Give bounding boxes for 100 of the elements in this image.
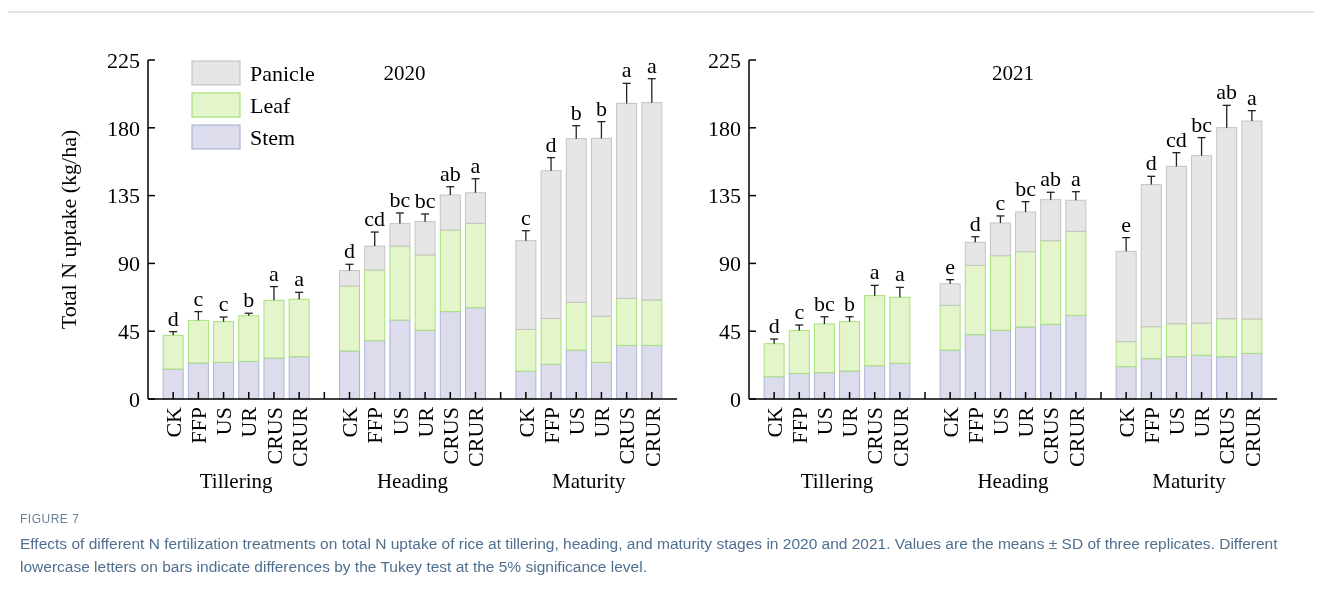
bar bbox=[565, 301, 587, 351]
bar bbox=[1040, 240, 1062, 325]
x-tick-label: CRUS bbox=[261, 407, 287, 465]
bar bbox=[464, 222, 486, 309]
bar bbox=[1065, 230, 1087, 316]
y-tick-label: 135 bbox=[107, 183, 140, 209]
data-label: ab bbox=[1216, 79, 1238, 105]
x-tick-label: CRUR bbox=[639, 406, 665, 467]
data-label: bc bbox=[389, 186, 411, 212]
x-tick-label: US bbox=[211, 407, 237, 436]
data-label: bc bbox=[814, 290, 836, 316]
data-label: e bbox=[945, 253, 956, 279]
bar bbox=[788, 330, 810, 374]
bar bbox=[989, 329, 1011, 400]
data-label: a bbox=[621, 57, 632, 83]
bar bbox=[839, 321, 861, 372]
y-tick-label: 225 bbox=[107, 47, 140, 73]
bar bbox=[565, 138, 587, 303]
bar bbox=[238, 315, 260, 362]
bar bbox=[288, 298, 310, 358]
bar bbox=[1015, 211, 1037, 253]
bar bbox=[414, 221, 436, 256]
data-label: e bbox=[1121, 211, 1132, 237]
x-tick-label: UR bbox=[236, 406, 262, 438]
data-label: b bbox=[595, 95, 607, 121]
x-tick-label: UR bbox=[1189, 406, 1215, 438]
bar bbox=[540, 170, 562, 319]
data-label: bc bbox=[1191, 111, 1213, 137]
data-label: c bbox=[520, 204, 531, 230]
data-label: a bbox=[894, 261, 905, 287]
x-tick-label: UR bbox=[589, 406, 615, 438]
bar bbox=[1140, 358, 1162, 400]
bar bbox=[1165, 356, 1187, 400]
x-tick-label: CRUS bbox=[614, 407, 640, 465]
data-label: a bbox=[1070, 165, 1081, 191]
bar bbox=[339, 285, 361, 352]
bar bbox=[439, 229, 461, 313]
bar bbox=[464, 192, 486, 224]
x-tick-label: CRUS bbox=[862, 407, 888, 465]
text: Tillering bbox=[199, 469, 274, 493]
bar bbox=[1191, 354, 1213, 400]
x-tick-label: CK bbox=[160, 406, 186, 438]
y-tick-label: 0 bbox=[129, 386, 140, 412]
y-tick-label: 45 bbox=[118, 318, 140, 344]
data-label: c bbox=[193, 285, 204, 311]
text: Maturity bbox=[1152, 469, 1227, 493]
data-label: a bbox=[1246, 84, 1257, 110]
bar bbox=[540, 363, 562, 400]
x-tick-label: CRUR bbox=[887, 406, 913, 467]
bar bbox=[439, 311, 461, 400]
bar bbox=[788, 372, 810, 400]
x-tick-label: FFP bbox=[786, 407, 812, 444]
bar bbox=[989, 255, 1011, 331]
y-tick-label: 180 bbox=[107, 115, 140, 141]
bar bbox=[464, 307, 486, 400]
bar bbox=[989, 222, 1011, 257]
bar bbox=[1115, 366, 1137, 400]
x-tick-label: CRUS bbox=[1038, 407, 1064, 465]
bar bbox=[389, 223, 411, 247]
bar bbox=[1115, 341, 1137, 368]
caption: FIGURE 7 bbox=[20, 512, 81, 526]
x-tick-label: UR bbox=[412, 406, 438, 438]
bar bbox=[590, 315, 612, 363]
bar bbox=[1165, 323, 1187, 358]
x-tick-label: CRUR bbox=[463, 406, 489, 467]
bar bbox=[238, 360, 260, 400]
bar bbox=[1015, 326, 1037, 400]
bar bbox=[839, 370, 861, 400]
bar bbox=[414, 329, 436, 400]
text: Heading bbox=[376, 469, 449, 493]
x-tick-label: CRUS bbox=[1214, 407, 1240, 465]
bar bbox=[616, 297, 638, 346]
bar bbox=[263, 299, 285, 359]
bar bbox=[162, 334, 184, 370]
y-tick-label: 0 bbox=[730, 386, 741, 412]
x-tick-label: US bbox=[812, 407, 838, 436]
chart-title: 2020 bbox=[383, 61, 426, 85]
data-label: a bbox=[470, 152, 481, 178]
bar bbox=[964, 334, 986, 400]
bar bbox=[1165, 165, 1187, 325]
bar bbox=[813, 372, 835, 400]
bar bbox=[1040, 323, 1062, 400]
bar bbox=[515, 328, 537, 372]
x-tick-label: CK bbox=[337, 406, 363, 438]
bar bbox=[864, 365, 886, 400]
bar bbox=[590, 361, 612, 400]
bar bbox=[763, 376, 785, 400]
bar bbox=[616, 344, 638, 400]
text: Maturity bbox=[552, 469, 627, 493]
bar bbox=[590, 137, 612, 317]
bar bbox=[1191, 322, 1213, 356]
bar bbox=[939, 304, 961, 351]
bar bbox=[964, 264, 986, 336]
x-tick-label: CK bbox=[513, 406, 539, 438]
bar bbox=[641, 299, 663, 346]
data-label: c bbox=[995, 189, 1006, 215]
text: Tillering bbox=[800, 469, 874, 493]
data-label: c bbox=[794, 299, 805, 325]
text: Effects of different N fertilization treatments on total N uptake of rice at tillering, heading, and maturity stages in 2020 and 2021. Values are the means ± SD of three replicates. Different lowercase letters on bars indicate differences by the Tukey test at the 5% significance level. bbox=[20, 534, 1279, 577]
x-tick-label: US bbox=[1164, 407, 1190, 436]
